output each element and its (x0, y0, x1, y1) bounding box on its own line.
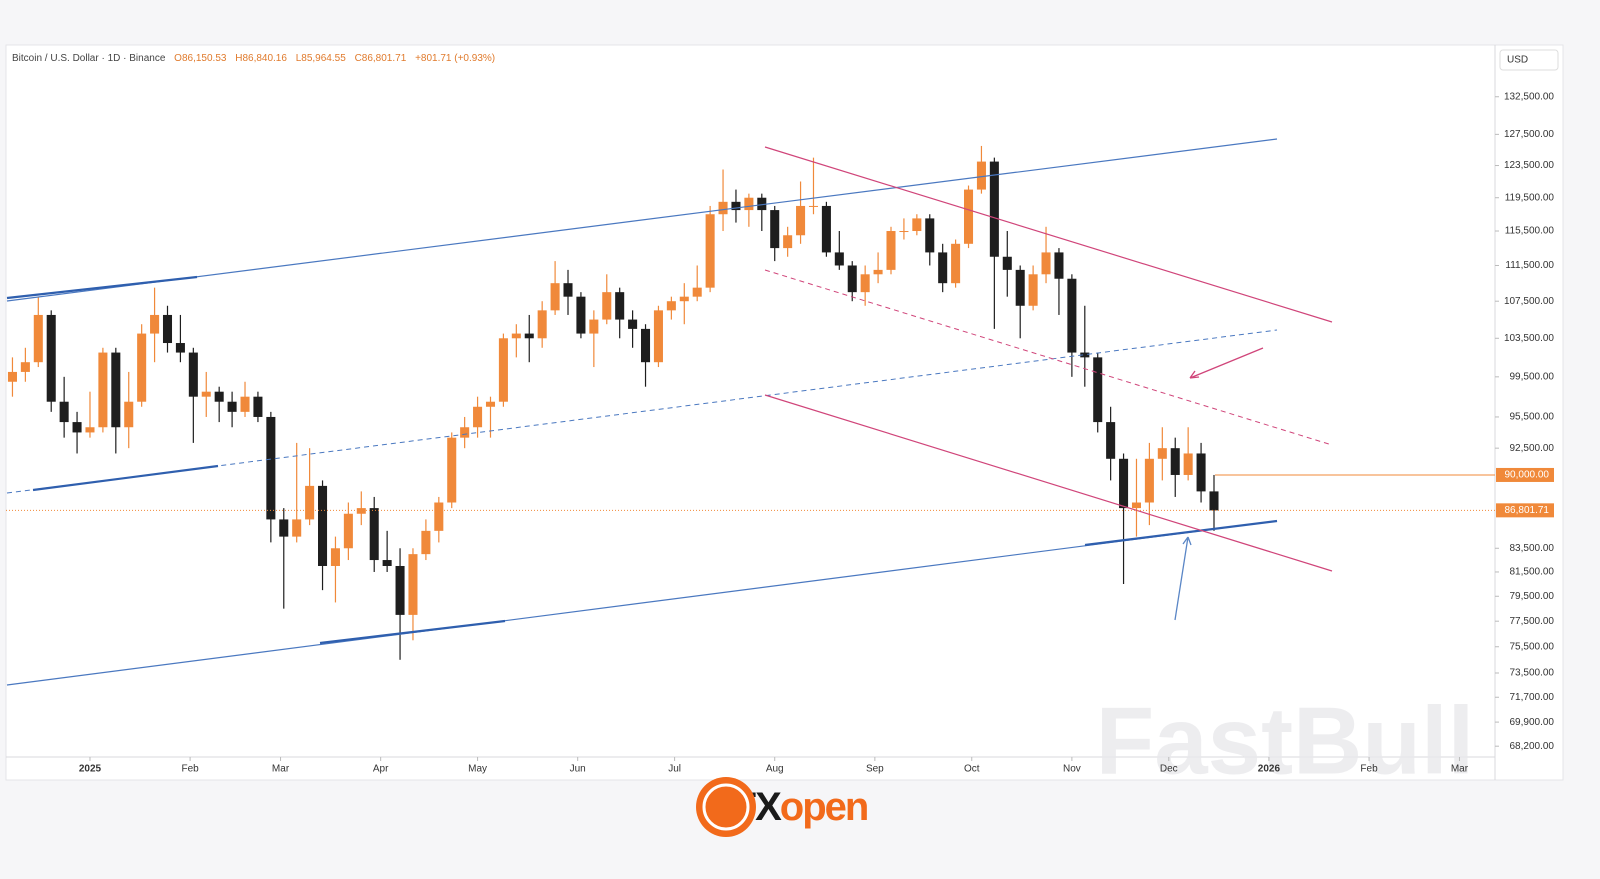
down-channel-upper (764, 146, 1333, 323)
x-tick-label: Oct (964, 764, 980, 775)
watermark: FastBull (1096, 687, 1475, 794)
low: L85,964.55 (296, 53, 346, 64)
y-tick-label: 127,500.00 (1504, 129, 1554, 140)
y-tick-label: 81,500.00 (1510, 567, 1555, 578)
channel-upper (6, 138, 1278, 302)
y-tick-label: 71,700.00 (1510, 692, 1555, 703)
x-tick-label: 2025 (79, 764, 102, 775)
close: C86,801.71 (355, 53, 407, 64)
logo-emblem-ring (702, 783, 750, 831)
y-tick-label: 123,500.00 (1504, 160, 1554, 171)
y-tick-label: 69,900.00 (1510, 717, 1555, 728)
open: O86,150.53 (174, 53, 227, 64)
x-tick-label: Nov (1063, 764, 1081, 775)
level-label-box (1496, 467, 1554, 482)
y-tick-label: 79,500.00 (1510, 591, 1555, 602)
x-tick-label: Dec (1160, 764, 1178, 775)
y-tick-label: 95,500.00 (1510, 412, 1555, 423)
y-tick-label: 92,500.00 (1510, 443, 1555, 454)
chart-panel (5, 44, 1564, 781)
channel-lower-anchor (1084, 519, 1278, 547)
drawings (6, 138, 1333, 686)
y-tick-label: 119,500.00 (1505, 192, 1555, 203)
logo-open: open (780, 785, 868, 829)
x-tick-label: May (468, 764, 487, 775)
x-tick-label: Apr (373, 764, 389, 775)
channel-lower (6, 520, 1278, 686)
y-tick-label: 115,500.00 (1505, 226, 1555, 237)
channel-mid-anchor (32, 464, 219, 492)
y-tick-label: 103,500.00 (1504, 333, 1554, 344)
down-channel-lower (764, 394, 1333, 572)
x-tick-label: Sep (866, 764, 884, 775)
x-tick-label: Mar (272, 764, 290, 775)
currency[interactable]: USD (1507, 55, 1528, 66)
y-tick-label: 111,500.00 (1505, 260, 1554, 271)
x-tick-label: Aug (766, 764, 784, 775)
arrow-pink (1189, 347, 1264, 379)
symbol: Bitcoin / U.S. Dollar · 1D · Binance (12, 53, 166, 64)
change: +801.71 (+0.93%) (415, 53, 495, 64)
currency-box[interactable] (1499, 49, 1559, 71)
y-tick-label: 83,500.00 (1510, 543, 1555, 554)
x-tick-label: Jun (570, 764, 586, 775)
level-label: 90,000.00 (1505, 470, 1550, 481)
x-tick-label: Feb (181, 764, 199, 775)
channel-upper-anchor (6, 275, 198, 300)
x-tick-label: Jul (668, 764, 681, 775)
x-tick-label: Mar (1451, 764, 1469, 775)
high: H86,840.16 (235, 53, 287, 64)
last-price-box (1496, 503, 1554, 518)
y-tick-label: 77,500.00 (1510, 616, 1555, 627)
channel-lower-anchor (319, 619, 506, 645)
chart-header: Bitcoin / U.S. Dollar · 1D · Binance O86… (12, 53, 495, 64)
y-tick-label: 107,500.00 (1504, 296, 1554, 307)
arrow-blue (1174, 536, 1192, 621)
x-tick-label: Feb (1360, 764, 1378, 775)
y-tick-label: 68,200.00 (1510, 741, 1555, 752)
y-tick-label: 75,500.00 (1510, 641, 1555, 652)
x-tick-label: 2026 (1258, 764, 1281, 775)
last-price-label: 86,801.71 (1505, 505, 1550, 516)
channel-mid (6, 329, 1278, 494)
y-tick-label: 99,500.00 (1510, 371, 1555, 382)
y-tick-label: 73,500.00 (1510, 668, 1555, 679)
y-tick-label: 132,500.00 (1504, 91, 1554, 102)
